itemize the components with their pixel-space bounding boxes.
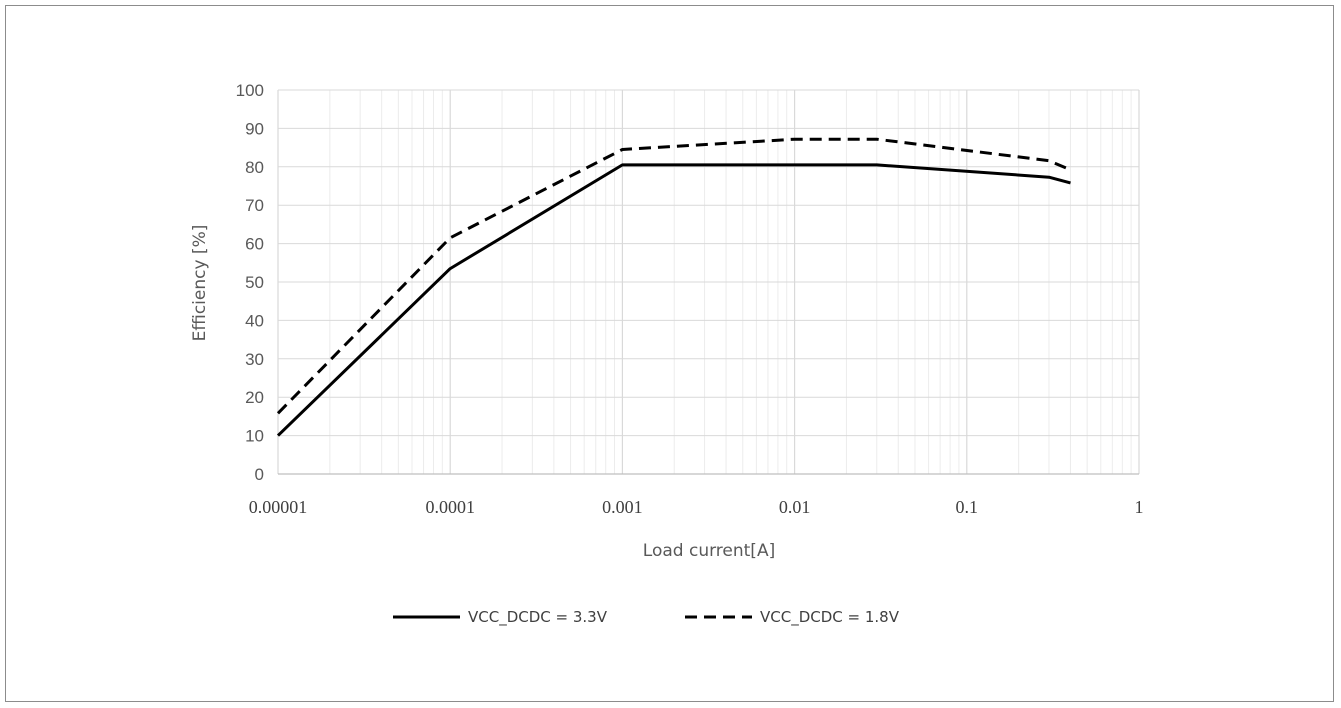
x-tick-label: 0.0001: [425, 497, 475, 517]
x-axis-title: Load current[A]: [643, 541, 775, 561]
y-axis-title: Efficiency [%]: [190, 225, 210, 342]
series-line-vcc-3v3: [276, 163, 1071, 437]
y-tick-label: 80: [245, 158, 264, 177]
grid-layer: [277, 89, 1140, 474]
y-tick-label: 50: [245, 273, 264, 292]
y-tick-label: 70: [245, 196, 264, 215]
y-tick-label: 40: [245, 311, 264, 330]
y-tick-label: 90: [245, 119, 264, 138]
y-tick-label: 20: [245, 388, 264, 407]
series-line-vcc-1v8: [276, 137, 1072, 415]
legend-label-3v3: VCC_DCDC = 3.3V: [468, 608, 608, 627]
x-tick-label: 0.00001: [249, 497, 308, 517]
x-tick-label: 0.001: [602, 497, 643, 517]
legend: VCC_DCDC = 3.3V VCC_DCDC = 1.8V: [393, 608, 900, 627]
x-tick-label: 0.1: [956, 497, 979, 517]
legend-label-1v8: VCC_DCDC = 1.8V: [760, 608, 900, 627]
series-layer: [276, 137, 1072, 437]
y-tick-label: 100: [236, 81, 264, 100]
y-tick-label: 60: [245, 235, 264, 254]
y-tick-label: 30: [245, 350, 264, 369]
x-tick-label: 0.01: [779, 497, 811, 517]
y-tick-label: 0: [255, 465, 264, 484]
y-tick-label: 10: [245, 427, 264, 446]
x-tick-label: 1: [1135, 497, 1144, 517]
tick-label-layer: 0 10 20 30 40 50 60 70 80 90 100 0.00001 0.0001 0.001…: [236, 81, 1144, 517]
